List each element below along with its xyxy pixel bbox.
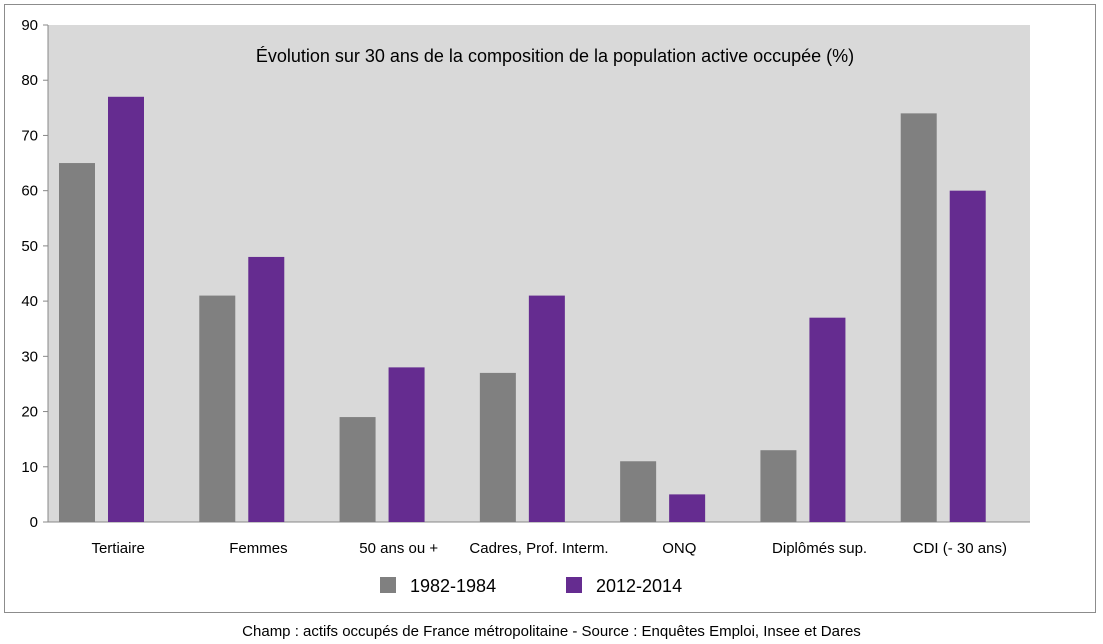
bar-1982-1984 bbox=[900, 113, 937, 522]
bar-1982-1984 bbox=[199, 295, 236, 522]
bar-1982-1984 bbox=[620, 461, 657, 522]
y-tick-label: 80 bbox=[21, 72, 38, 89]
y-tick-label: 40 bbox=[21, 293, 38, 310]
y-tick-label: 10 bbox=[21, 459, 38, 476]
legend-swatch bbox=[380, 577, 396, 593]
bar-2012-2014 bbox=[669, 494, 706, 522]
bar-2012-2014 bbox=[949, 190, 986, 522]
x-tick-label: Cadres, Prof. Interm. bbox=[469, 540, 608, 557]
source-note: Champ : actifs occupés de France métropo… bbox=[242, 623, 861, 640]
bar-2012-2014 bbox=[528, 295, 565, 522]
y-tick-label: 60 bbox=[21, 183, 38, 200]
legend-swatch bbox=[566, 577, 582, 593]
bar-2012-2014 bbox=[809, 317, 846, 522]
chart-frame bbox=[4, 4, 1096, 613]
bar-1982-1984 bbox=[479, 372, 516, 522]
x-tick-label: Diplômés sup. bbox=[772, 540, 867, 557]
bar-2012-2014 bbox=[108, 96, 144, 523]
x-tick-label: Femmes bbox=[229, 540, 287, 557]
y-tick-label: 20 bbox=[21, 404, 38, 421]
y-tick-label: 0 bbox=[30, 514, 38, 531]
x-tick-label: 50 ans ou + bbox=[359, 540, 438, 557]
y-tick-label: 90 bbox=[21, 17, 38, 34]
x-tick-label: ONQ bbox=[662, 540, 696, 557]
bar-1982-1984 bbox=[760, 450, 797, 522]
bar-2012-2014 bbox=[248, 256, 285, 522]
chart-title: Évolution sur 30 ans de la composition d… bbox=[256, 46, 854, 66]
x-tick-label: CDI (- 30 ans) bbox=[913, 540, 1007, 557]
bar-1982-1984 bbox=[59, 163, 95, 523]
y-tick-label: 50 bbox=[21, 238, 38, 255]
bar-1982-1984 bbox=[339, 417, 376, 522]
y-tick-label: 30 bbox=[21, 348, 38, 365]
legend-label: 1982-1984 bbox=[410, 576, 496, 596]
bar-2012-2014 bbox=[388, 367, 425, 522]
y-tick-label: 70 bbox=[21, 127, 38, 144]
legend-label: 2012-2014 bbox=[596, 576, 682, 596]
x-tick-label: Tertiaire bbox=[91, 540, 144, 557]
